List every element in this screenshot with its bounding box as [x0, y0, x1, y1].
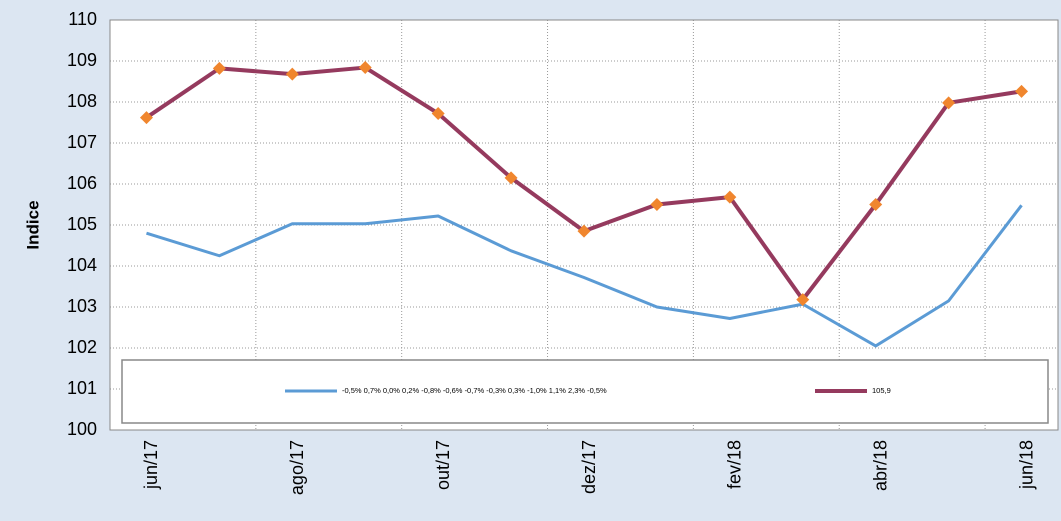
y-tick-label: 103 [67, 296, 97, 316]
data-point [577, 224, 591, 238]
y-tick-label: 105 [67, 214, 97, 234]
data-point [285, 67, 299, 81]
data-point [723, 190, 737, 204]
plot-border [109, 19, 1059, 431]
x-tick-label: ago/17 [287, 440, 307, 495]
x-tick-label: dez/17 [579, 440, 599, 494]
legend-label: -0,5% 0,7% 0,0% 0,2% -0,8% -0,6% -0,7% -… [342, 386, 607, 395]
line-series [146, 204, 1023, 348]
x-tick-label: out/17 [433, 440, 453, 490]
data-point [431, 106, 445, 120]
legend-box [121, 359, 1049, 424]
data-point [1015, 84, 1029, 98]
x-tick-label: jun/18 [1016, 440, 1036, 490]
y-tick-label: 110 [68, 9, 97, 29]
y-tick-label: 107 [67, 132, 97, 152]
y-tick-label: 101 [67, 378, 97, 398]
data-point [869, 198, 883, 211]
y-tick-label: 102 [67, 337, 97, 357]
y-tick-label: 106 [67, 173, 97, 193]
data-point [504, 171, 518, 185]
y-tick-label: 104 [67, 255, 97, 275]
data-point [139, 111, 153, 125]
x-tick-label: jun/17 [141, 440, 161, 490]
x-tick-label: abr/18 [870, 440, 890, 491]
legend-label: 105,9 [872, 386, 891, 395]
data-point [796, 293, 810, 307]
data-point [942, 96, 956, 110]
y-tick-label: 100 [67, 419, 97, 439]
data-point [650, 198, 664, 211]
y-axis-label: Indice [23, 200, 42, 249]
y-tick-label: 108 [67, 91, 97, 111]
x-tick-label: fev/18 [725, 440, 745, 489]
y-tick-label: 109 [67, 50, 97, 70]
data-point [212, 61, 226, 75]
data-point [358, 61, 372, 75]
